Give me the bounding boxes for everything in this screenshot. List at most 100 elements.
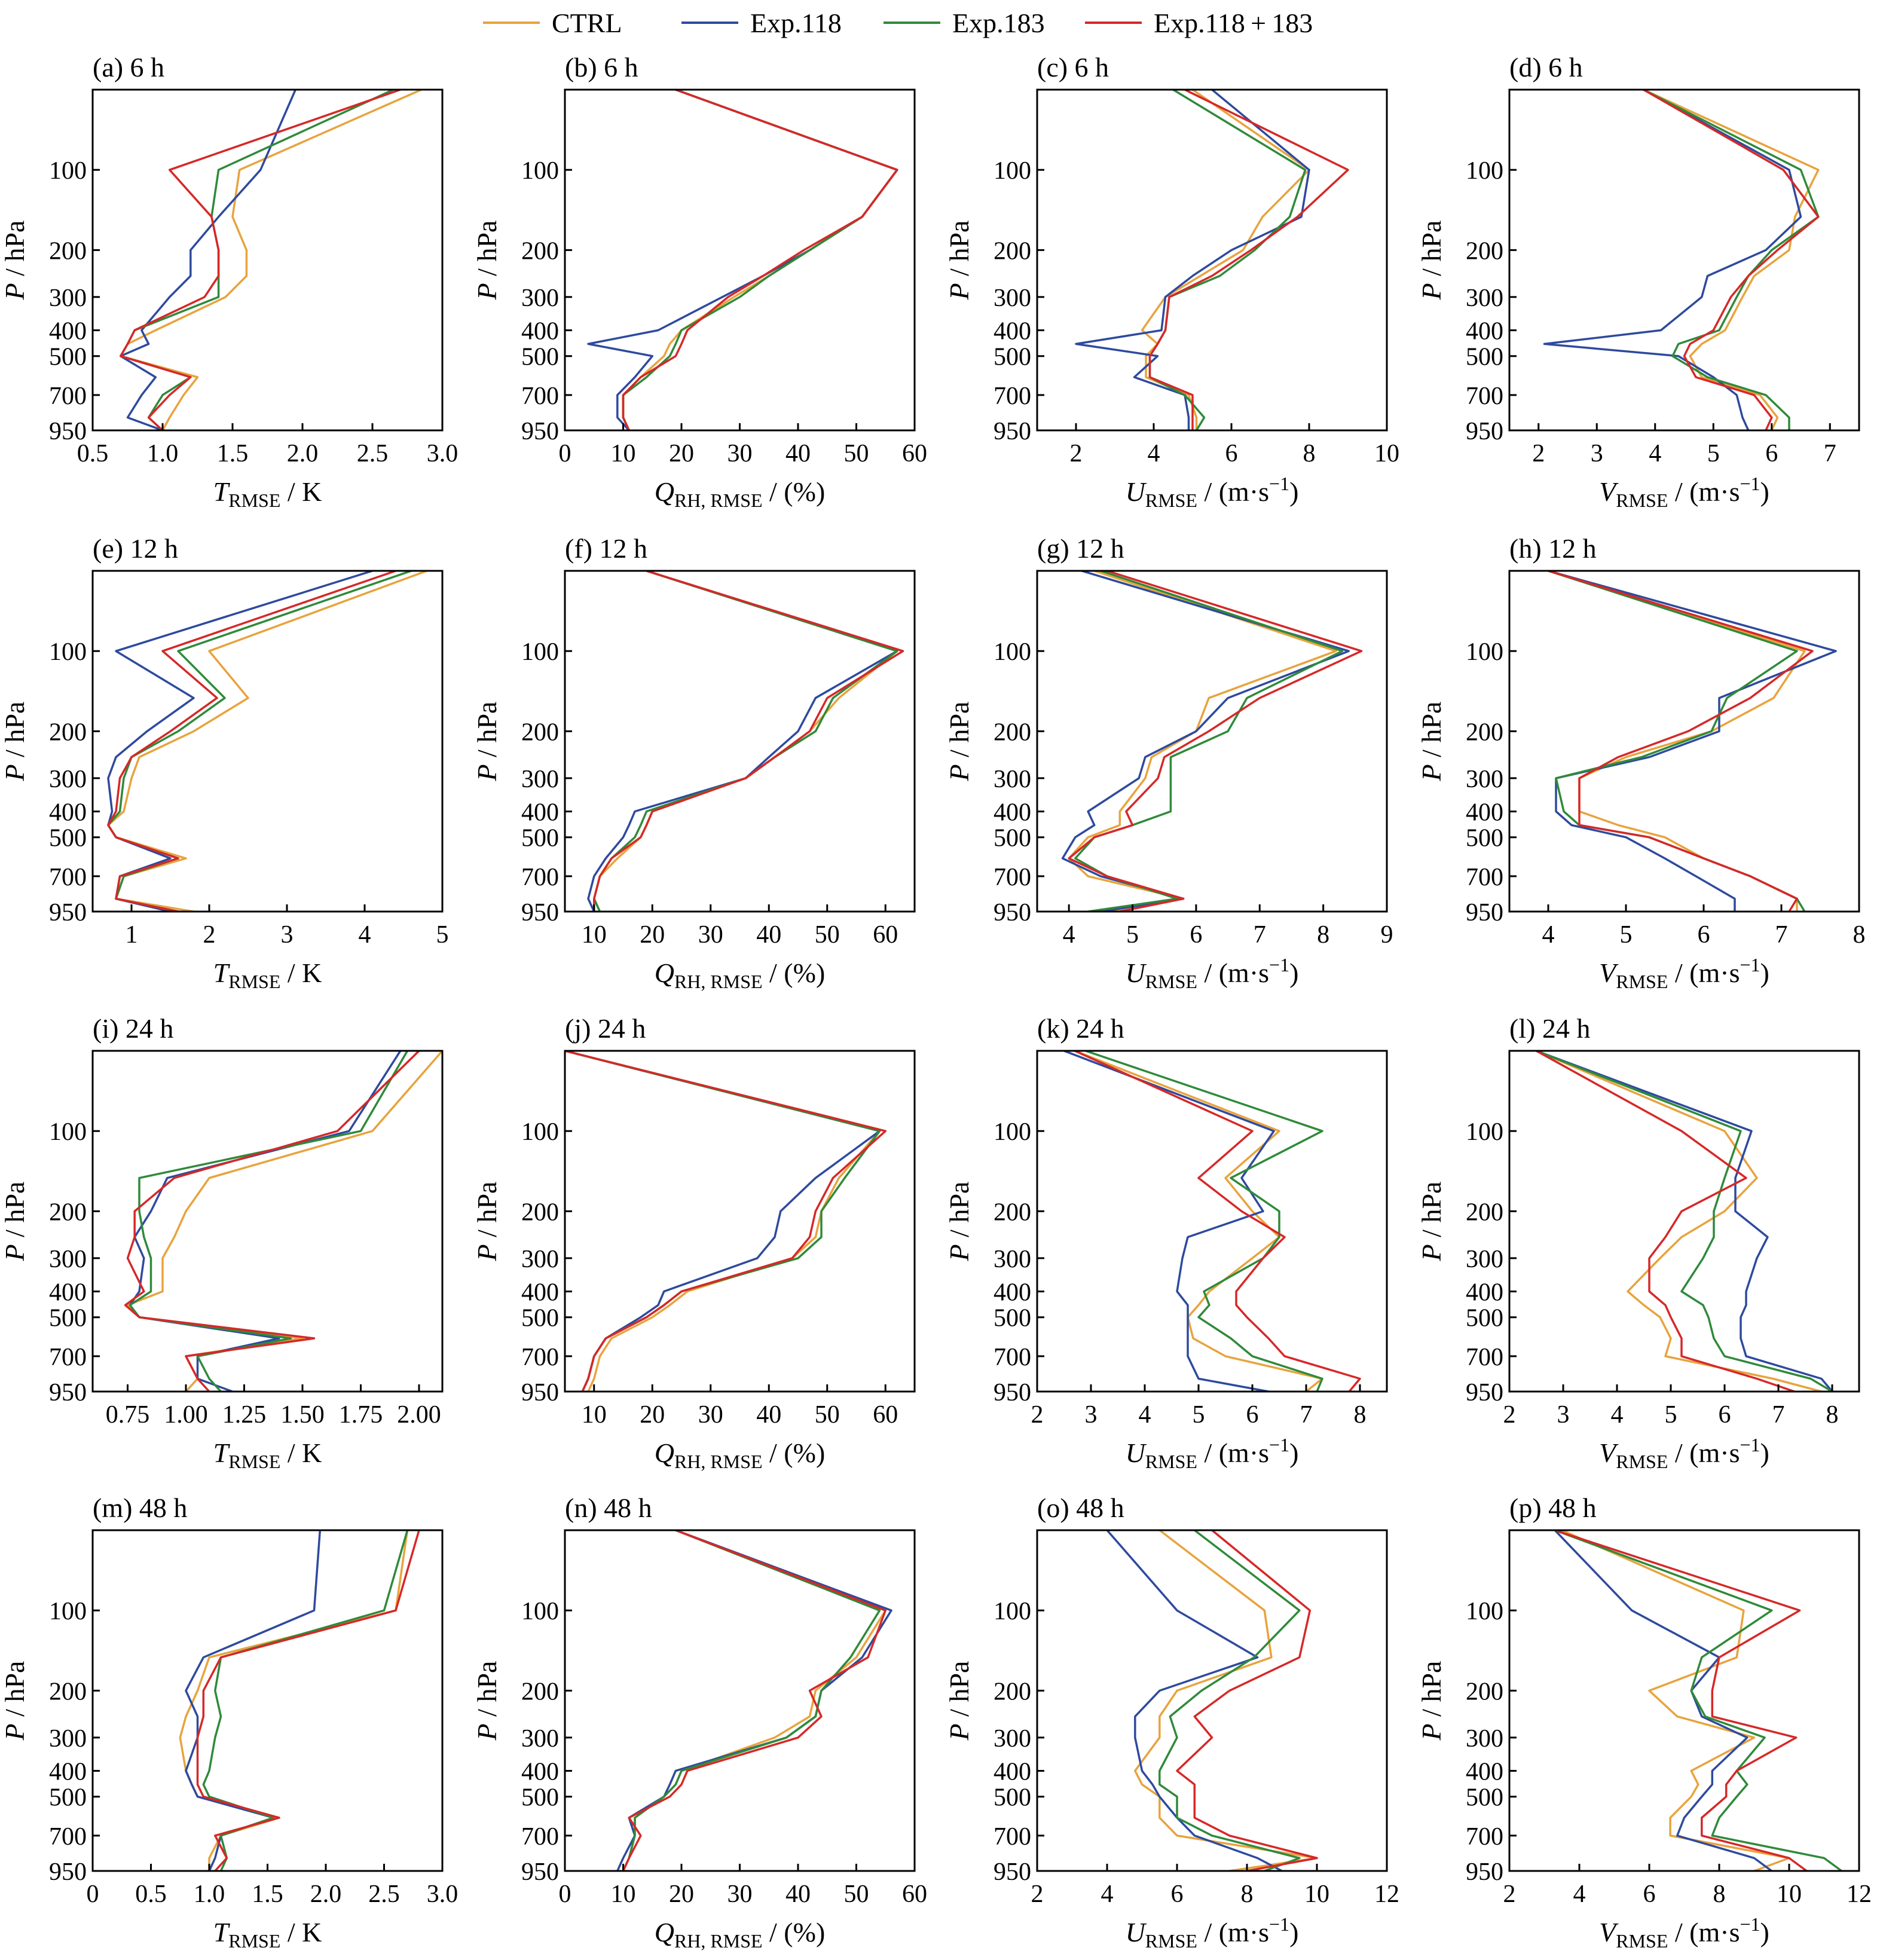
y-tick-label: 950 [994, 1379, 1031, 1406]
y-tick-label: 950 [994, 1858, 1031, 1886]
y-axis-symbol: P [0, 1244, 30, 1261]
series-line-ctrl [1535, 1051, 1823, 1392]
plot-frame [564, 88, 916, 432]
y-tick-label: 100 [1466, 1118, 1503, 1146]
x-tick-label: 2 [1503, 1401, 1516, 1429]
series-line-exp-118-183 [622, 1530, 887, 1871]
y-tick-label: 200 [1466, 1198, 1503, 1226]
series-line-ctrl [1068, 571, 1337, 912]
series-line-ctrl [1141, 90, 1310, 430]
x-tick-label: 4 [1139, 1401, 1151, 1429]
series-line-exp-118 [1543, 90, 1802, 430]
y-axis-symbol: P [0, 764, 30, 781]
y-axis-symbol: P [0, 283, 30, 300]
y-tick-label: 300 [521, 285, 559, 312]
series-line-exp-183 [622, 90, 898, 430]
series-group [107, 571, 428, 912]
y-tick-label: 300 [1466, 285, 1503, 312]
x-tick-label: 2.0 [310, 1881, 342, 1908]
plot-frame [1036, 570, 1388, 913]
series-line-ctrl [120, 90, 423, 430]
y-tick-label: 500 [994, 344, 1031, 371]
series-group [1063, 1051, 1361, 1392]
y-tick-label: 950 [1466, 1858, 1503, 1886]
series-line-exp-118-183 [1547, 571, 1814, 912]
x-tick-label: 0.5 [77, 440, 109, 467]
panel-title: (f) 12 h [565, 533, 647, 564]
y-tick-label: 950 [521, 1379, 559, 1406]
x-tick-label: 4 [1542, 921, 1555, 949]
y-tick-label: 400 [521, 799, 559, 827]
series-line-exp-118-183 [565, 1051, 887, 1392]
x-tick-label: 40 [785, 440, 811, 467]
x-tick-label: 30 [727, 1881, 753, 1908]
series-line-ctrl [593, 571, 898, 912]
x-tick-label: 7 [1775, 921, 1788, 949]
series-line-exp-118-183 [1642, 90, 1820, 430]
plot-frame [91, 1050, 444, 1393]
y-tick-label: 200 [521, 718, 559, 746]
x-tick-label: 7 [1824, 440, 1836, 467]
y-tick-label: 200 [521, 1198, 559, 1226]
x-tick-label: 6 [1171, 1881, 1184, 1908]
x-axis-label: QRH, RMSE / (%) [655, 476, 826, 511]
series-line-exp-183 [622, 1530, 881, 1871]
y-tick-label: 400 [1466, 1759, 1503, 1786]
y-axis-symbol: P [472, 283, 502, 300]
x-tick-label: 4 [1611, 1401, 1624, 1429]
y-tick-label: 300 [521, 766, 559, 793]
panel-title: (a) 6 h [93, 52, 164, 82]
series-line-exp-118-183 [1176, 1530, 1318, 1871]
y-tick-label: 400 [1466, 1279, 1503, 1307]
y-tick-label: 950 [1466, 1379, 1503, 1406]
y-tick-label: 300 [994, 1725, 1031, 1753]
plot-frame [91, 88, 444, 432]
y-axis-unit: / hPa [472, 1182, 502, 1245]
x-tick-label: 20 [669, 440, 694, 467]
y-tick-label: 100 [994, 157, 1031, 185]
y-axis-symbol: P [1416, 283, 1447, 300]
y-tick-label: 700 [49, 1823, 87, 1851]
x-tick-label: 4 [1148, 440, 1160, 467]
x-tick-label: 2 [1532, 440, 1545, 467]
y-axis-label: P / hPa [472, 1661, 502, 1741]
y-axis-label: P / hPa [1416, 1661, 1447, 1741]
y-tick-label: 200 [49, 718, 87, 746]
x-tick-label: 8 [1826, 1401, 1839, 1429]
x-tick-label: 0.5 [135, 1881, 167, 1908]
x-tick-label: 8 [1303, 440, 1316, 467]
plot-frame [1508, 1529, 1860, 1872]
x-tick-label: 50 [844, 1881, 869, 1908]
y-tick-label: 500 [49, 825, 87, 852]
series-group [179, 1530, 420, 1871]
y-axis-label: P / hPa [0, 221, 30, 301]
y-tick-label: 700 [49, 864, 87, 891]
y-axis-label: P / hPa [0, 1182, 30, 1262]
x-tick-label: 4 [359, 921, 371, 949]
panel-title: (o) 48 h [1037, 1493, 1124, 1523]
series-group [587, 90, 898, 430]
x-axis-label: VRMSE / (m·s−1) [1599, 1913, 1769, 1952]
y-tick-label: 700 [521, 1344, 559, 1371]
x-axis-label: URMSE / (m·s−1) [1126, 1434, 1299, 1472]
y-tick-label: 700 [1466, 383, 1503, 410]
x-tick-label: 30 [727, 440, 753, 467]
y-axis-unit: / hPa [472, 702, 502, 765]
y-tick-label: 500 [994, 1784, 1031, 1812]
series-line-exp-118-183 [1074, 1051, 1361, 1392]
series-line-exp-118 [1075, 90, 1310, 430]
legend-entry: CTRL [483, 8, 622, 38]
x-tick-label: 40 [756, 921, 781, 949]
series-group [587, 571, 904, 912]
y-tick-label: 100 [49, 1118, 87, 1146]
series-line-exp-118 [587, 90, 898, 430]
plot-frame [564, 570, 916, 913]
y-tick-label: 400 [49, 1279, 87, 1307]
series-line-ctrl [1561, 1530, 1790, 1871]
y-tick-label: 400 [521, 1279, 559, 1307]
series-group [1543, 90, 1820, 430]
y-tick-label: 400 [49, 318, 87, 345]
